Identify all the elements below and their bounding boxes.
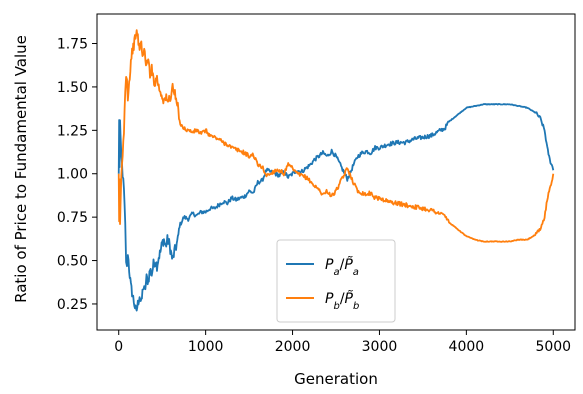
plot-frame [96, 13, 576, 331]
legend-label: Pb/P̃b [325, 290, 359, 311]
legend-box [276, 239, 396, 323]
y-tick-label: 0.25 [57, 297, 88, 313]
series-line-a [117, 103, 555, 312]
legend-label: Pa/P̃a [325, 256, 359, 277]
x-tick-label: 1000 [188, 339, 224, 355]
x-tick-label: 3000 [362, 339, 398, 355]
x-tick-label: 0 [114, 339, 123, 355]
x-tick-label: 4000 [449, 339, 485, 355]
y-tick-label: 1.75 [57, 37, 88, 53]
x-axis-label: Generation [294, 370, 378, 388]
series-line-b [117, 29, 555, 243]
y-tick-label: 0.75 [57, 210, 88, 226]
y-tick-label: 1.25 [57, 123, 88, 139]
legend: Pa/P̃a Pb/P̃b [276, 239, 396, 323]
plot-area [96, 13, 576, 331]
x-tick-label: 5000 [535, 339, 571, 355]
y-tick-label: 1.00 [57, 167, 88, 183]
x-axis: 0 1000 2000 3000 4000 5000 [114, 330, 571, 355]
y-axis: 0.25 0.50 0.75 1.00 1.25 1.50 1.75 [57, 37, 97, 313]
x-tick-label: 2000 [275, 339, 311, 355]
y-tick-label: 0.50 [57, 254, 88, 270]
y-axis-label: Ratio of Price to Fundamental Value [12, 35, 30, 303]
y-tick-label: 1.50 [57, 80, 88, 96]
